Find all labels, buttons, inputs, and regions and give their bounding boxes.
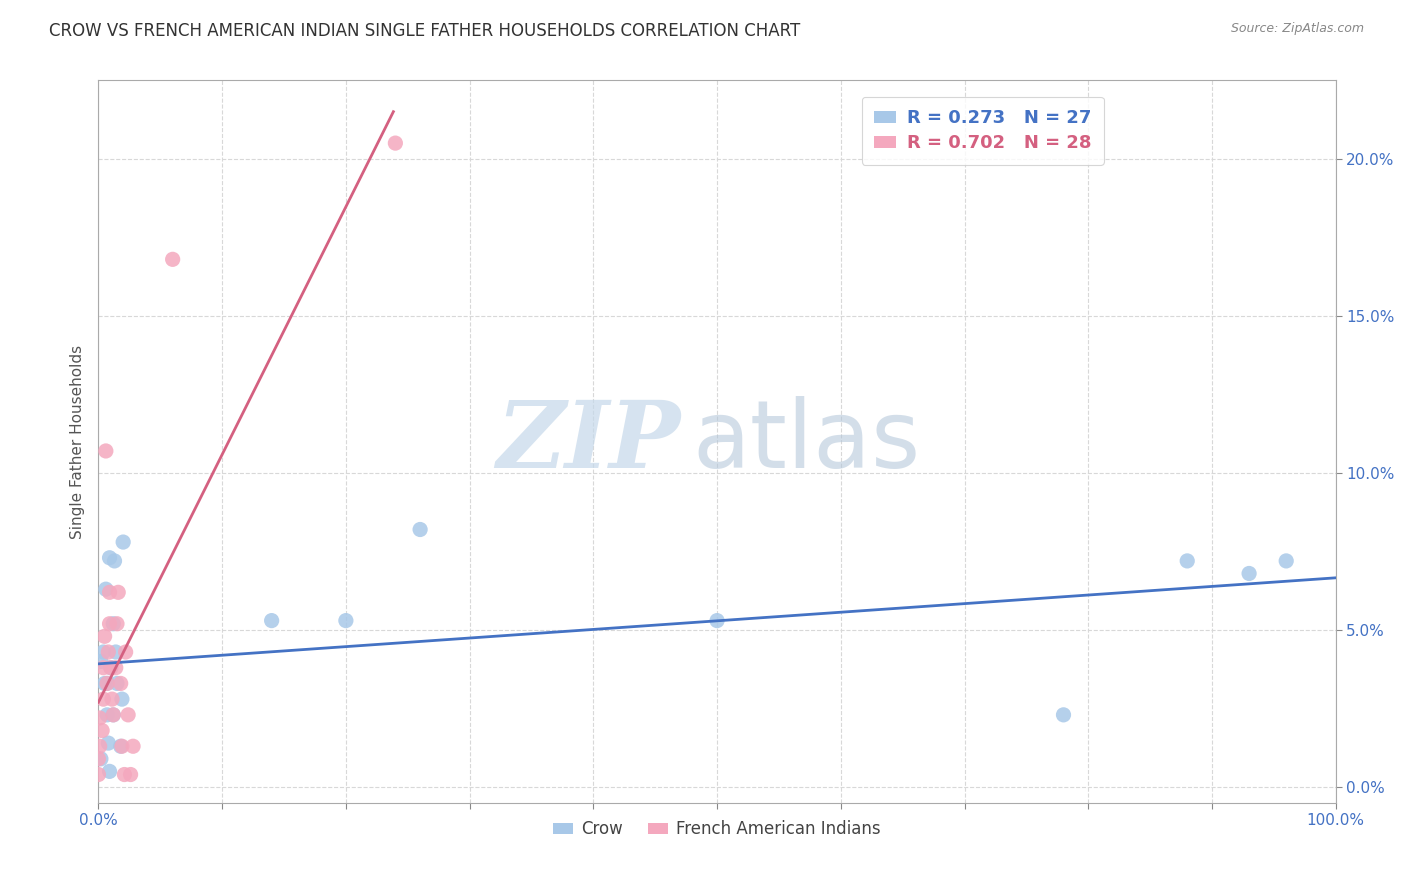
Point	[98, 550, 121, 565]
Point	[90, 655, 112, 669]
Point	[117, 707, 139, 722]
Point	[100, 661, 122, 675]
Point	[120, 767, 142, 781]
Point	[93, 661, 115, 675]
Point	[96, 676, 118, 690]
Point	[110, 676, 132, 690]
Point	[112, 767, 135, 781]
Point	[89, 739, 111, 754]
Legend: Crow, French American Indians: Crow, French American Indians	[547, 814, 887, 845]
Point	[384, 136, 406, 150]
Point	[98, 764, 121, 779]
Point	[93, 692, 115, 706]
Point	[335, 614, 357, 628]
Point	[98, 616, 121, 631]
Point	[1175, 554, 1198, 568]
Point	[87, 767, 110, 781]
Point	[1237, 566, 1260, 581]
Point	[104, 661, 127, 675]
Point	[105, 676, 128, 690]
Point	[87, 752, 110, 766]
Point	[409, 523, 432, 537]
Point	[112, 535, 135, 549]
Point	[96, 707, 118, 722]
Point	[260, 614, 283, 628]
Point	[94, 444, 117, 458]
Point	[97, 645, 120, 659]
Point	[100, 661, 122, 675]
Point	[96, 676, 118, 690]
Point	[89, 711, 111, 725]
Y-axis label: Single Father Households: Single Father Households	[69, 344, 84, 539]
Point	[111, 692, 134, 706]
Point	[91, 723, 114, 738]
Point	[97, 736, 120, 750]
Point	[98, 585, 121, 599]
Point	[93, 645, 115, 659]
Point	[103, 707, 125, 722]
Point	[93, 629, 115, 643]
Point	[103, 707, 125, 722]
Point	[111, 739, 134, 754]
Point	[162, 252, 184, 267]
Point	[706, 614, 728, 628]
Text: atlas: atlas	[692, 395, 921, 488]
Point	[104, 645, 127, 659]
Point	[101, 692, 124, 706]
Point	[1052, 707, 1074, 722]
Point	[90, 752, 112, 766]
Text: ZIP: ZIP	[496, 397, 681, 486]
Point	[94, 582, 117, 597]
Text: CROW VS FRENCH AMERICAN INDIAN SINGLE FATHER HOUSEHOLDS CORRELATION CHART: CROW VS FRENCH AMERICAN INDIAN SINGLE FA…	[49, 22, 800, 40]
Point	[103, 554, 125, 568]
Point	[114, 645, 136, 659]
Point	[1275, 554, 1298, 568]
Point	[103, 616, 125, 631]
Point	[105, 616, 128, 631]
Point	[110, 739, 132, 754]
Point	[93, 676, 115, 690]
Point	[107, 585, 129, 599]
Text: Source: ZipAtlas.com: Source: ZipAtlas.com	[1230, 22, 1364, 36]
Point	[122, 739, 145, 754]
